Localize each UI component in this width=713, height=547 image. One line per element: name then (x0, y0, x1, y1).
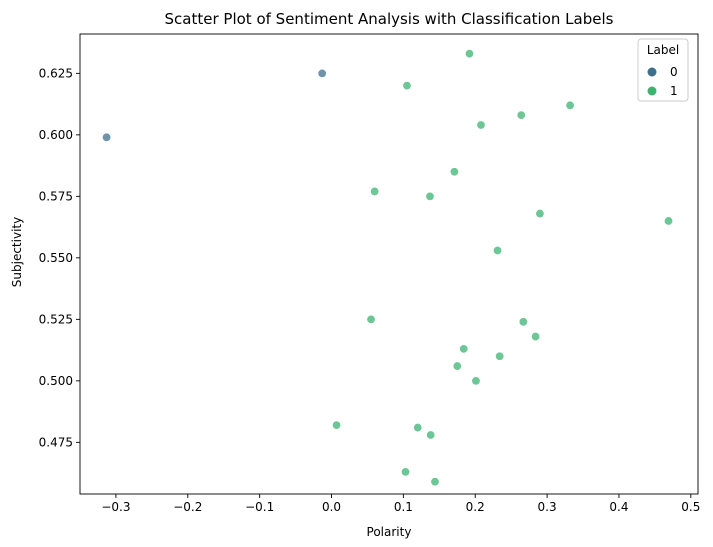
data-point-label-1 (565, 100, 575, 110)
x-tick-label: 0.4 (609, 500, 628, 514)
x-tick-label: 0.3 (538, 500, 557, 514)
x-axis-label: Polarity (367, 525, 412, 539)
data-point-label-1 (664, 216, 674, 226)
data-point-label-1 (459, 344, 469, 354)
y-tick-label: 0.600 (39, 128, 73, 142)
data-point-label-1 (535, 209, 545, 219)
data-point-label-1 (402, 81, 412, 91)
legend-box (637, 38, 689, 102)
x-tick-label: 0.0 (322, 500, 341, 514)
data-point-label-1 (516, 110, 526, 120)
x-tick-label: −0.1 (245, 500, 274, 514)
y-tick-label: 0.550 (39, 251, 73, 265)
data-point-label-1 (401, 467, 411, 477)
legend-marker-0 (647, 67, 657, 77)
chart-title: Scatter Plot of Sentiment Analysis with … (165, 10, 614, 28)
data-point-label-1 (452, 361, 462, 371)
data-point-label-1 (531, 332, 541, 342)
data-point-label-1 (413, 423, 423, 433)
data-point-label-1 (430, 477, 440, 487)
x-tick-label: 0.2 (466, 500, 485, 514)
data-point-label-1 (366, 314, 376, 324)
data-point-label-1 (476, 120, 486, 130)
y-tick-label: 0.475 (39, 435, 73, 449)
data-point-label-1 (370, 186, 380, 196)
legend: Label 0 1 (637, 38, 689, 102)
data-point-label-0 (102, 132, 112, 142)
legend-title: Label (647, 43, 679, 57)
x-tick-label: −0.2 (173, 500, 202, 514)
y-tick-label: 0.625 (39, 66, 73, 80)
data-point-label-1 (493, 245, 503, 255)
y-tick-label: 0.525 (39, 312, 73, 326)
data-point-label-1 (518, 317, 528, 327)
legend-marker-1 (647, 86, 657, 96)
y-tick-label: 0.500 (39, 374, 73, 388)
x-tick-label: −0.3 (101, 500, 130, 514)
x-tick-label: 0.5 (681, 500, 700, 514)
legend-label-1: 1 (670, 84, 678, 98)
legend-label-0: 0 (670, 65, 678, 79)
data-point-label-1 (464, 49, 474, 59)
y-tick-label: 0.575 (39, 189, 73, 203)
data-point-label-1 (471, 376, 481, 386)
data-point-label-1 (426, 430, 436, 440)
y-axis-label: Subjectivity (10, 217, 24, 287)
data-point-label-1 (449, 167, 459, 177)
data-point-label-1 (332, 420, 342, 430)
data-point-label-1 (425, 191, 435, 201)
data-point-label-0 (317, 68, 327, 78)
data-point-label-1 (495, 351, 505, 361)
plot-frame (79, 33, 699, 495)
x-tick-label: 0.1 (394, 500, 413, 514)
